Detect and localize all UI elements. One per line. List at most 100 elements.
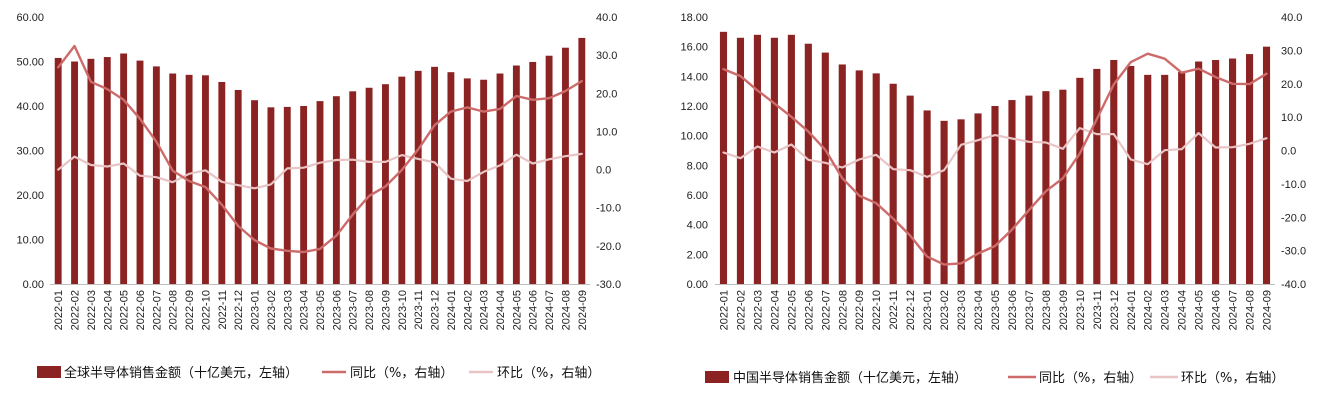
x-axis-tick-label: 2024-03	[479, 290, 491, 330]
x-axis-tick-label: 2022-01	[53, 290, 65, 330]
right-axis-tick-label: 20.0	[596, 88, 617, 100]
x-axis-tick-label: 2022-06	[135, 290, 147, 330]
x-axis-tick-label: 2022-08	[837, 290, 849, 330]
x-axis-tick-label: 2024-07	[544, 290, 556, 330]
sales-bar	[332, 96, 340, 285]
x-axis-tick-label: 2024-06	[1211, 290, 1223, 330]
sales-bar	[283, 106, 291, 284]
x-axis-tick-label: 2023-02	[266, 290, 278, 330]
global-semiconductor-sales-chart: 0.00 10.00 20.00 30.00 40.00 50.00 60.00 -30.0 -…	[16, 12, 621, 381]
x-axis-tick-label: 2023-11	[413, 290, 425, 330]
sales-bar	[414, 70, 422, 284]
sales-bar	[770, 37, 778, 285]
x-axis-tick-label: 2023-03	[282, 290, 294, 330]
x-axis-tick-label: 2024-02	[462, 290, 474, 330]
right-axis-tick-label: 10.0	[596, 126, 617, 138]
left-axis-tick-label: 10.00	[680, 131, 708, 143]
sales-bar	[1127, 65, 1135, 284]
sales-bar	[202, 75, 209, 284]
sales-bar	[316, 101, 324, 284]
x-axis-tick-label: 2022-02	[736, 290, 748, 330]
yoy-line	[57, 44, 583, 254]
x-axis-tick-label: 2024-06	[528, 290, 540, 330]
x-axis-tick-label: 2022-03	[86, 290, 98, 330]
sales-bar	[480, 79, 488, 285]
yoy-line	[722, 52, 1268, 266]
x-axis-tick-label: 2023-06	[1007, 290, 1019, 330]
x-axis-tick-label: 2022-07	[820, 290, 832, 330]
mom-line	[57, 152, 583, 190]
left-axis-tick-label: 2.00	[687, 249, 708, 261]
sales-bar	[136, 60, 144, 284]
x-axis-tick-label: 2023-10	[397, 290, 409, 330]
x-axis-tick-label: 2023-08	[1041, 290, 1053, 330]
left-axis-tick-label: 8.00	[687, 160, 708, 172]
left-axis-tick-label: 40.00	[16, 101, 44, 113]
x-axis-tick-label: 2024-07	[1228, 290, 1240, 330]
x-axis-tick-label: 2023-09	[381, 290, 393, 330]
left-axis-tick-label: 16.00	[680, 42, 708, 54]
sales-bar	[365, 87, 373, 284]
left-axis-tick-label: 0.00	[23, 279, 44, 291]
right-axis-tick-label: -40.0	[1281, 279, 1306, 291]
sales-bar	[169, 73, 177, 284]
x-axis-tick-label: 2022-12	[233, 290, 245, 330]
sales-bar	[218, 81, 226, 284]
sales-bar	[753, 34, 761, 284]
x-axis-tick-label: 2024-05	[511, 290, 523, 330]
sales-bar	[300, 106, 308, 284]
x-axis-tick-label: 2022-04	[769, 290, 781, 330]
x-axis-tick-label: 2022-06	[803, 290, 815, 330]
legend-label: 中国半导体销售金额（十亿美元，左轴）	[733, 370, 967, 386]
x-axis-tick-label: 2023-01	[922, 290, 934, 330]
x-axis-tick-label: 2023-01	[250, 290, 262, 330]
x-axis-tick-label: 2024-04	[1177, 290, 1189, 330]
x-axis-tick-label: 2024-08	[561, 290, 573, 330]
left-axis-tick-label: 18.00	[680, 12, 708, 24]
left-axis-tick-label: 20.00	[16, 190, 44, 202]
x-axis-tick-label: 2024-08	[1245, 290, 1257, 330]
china-semiconductor-sales-chart: 0.00 2.00 4.00 6.00 8.00 10.00 12.00 14.00 16.00…	[680, 12, 1306, 386]
sales-bar	[906, 95, 914, 284]
sales-bar	[562, 47, 569, 284]
left-axis-tick-label: 10.00	[16, 235, 44, 247]
sales-bar	[267, 107, 275, 285]
x-axis-tick-label: 2022-11	[888, 290, 900, 330]
sales-bar	[103, 57, 111, 284]
x-axis-tick-label: 2022-02	[70, 290, 82, 330]
sales-bar	[787, 34, 795, 284]
sales-bar	[1059, 89, 1067, 284]
x-axis-tick-label: 2023-04	[973, 290, 985, 330]
x-axis-tick-label: 2022-10	[871, 290, 883, 330]
right-axis-tick-label: -20.0	[596, 241, 621, 253]
sales-bar	[87, 58, 95, 284]
sales-bar	[382, 84, 389, 284]
x-axis-tick-label: 2024-03	[1160, 290, 1172, 330]
left-axis-tick-label: 12.00	[680, 101, 708, 113]
right-axis-tick-label: 40.0	[596, 12, 617, 24]
x-axis-tick-label: 2024-09	[1262, 290, 1274, 330]
x-axis-tick-label: 2022-11	[217, 290, 229, 330]
legend-label: 同比（%，右轴）	[1039, 371, 1142, 386]
x-axis-tick-label: 2023-08	[364, 290, 376, 330]
sales-bar	[496, 73, 504, 284]
left-axis-tick-label: 0.00	[687, 279, 708, 291]
left-axis-tick-label: 30.00	[16, 146, 44, 158]
legend-label: 全球半导体销售金额（十亿美元，左轴）	[64, 365, 298, 381]
sales-bar	[1178, 71, 1186, 284]
right-axis-tick-label: 20.0	[1281, 79, 1302, 91]
right-axis-tick-label: 30.0	[596, 50, 617, 62]
sales-bar	[1229, 58, 1237, 285]
sales-bar	[1008, 100, 1016, 284]
sales-bar	[719, 31, 728, 285]
x-axis-tick-label: 2023-12	[430, 290, 442, 330]
x-axis-tick-label: 2023-09	[1058, 290, 1070, 330]
x-axis-tick-label: 2022-10	[201, 290, 213, 330]
sales-bar	[991, 106, 999, 284]
legend-bar-swatch	[705, 371, 729, 383]
sales-bar	[1093, 68, 1101, 285]
right-axis-tick-label: 10.0	[1281, 112, 1302, 124]
sales-bar	[512, 65, 520, 284]
sales-bar	[120, 53, 128, 284]
sales-bar	[251, 100, 258, 284]
